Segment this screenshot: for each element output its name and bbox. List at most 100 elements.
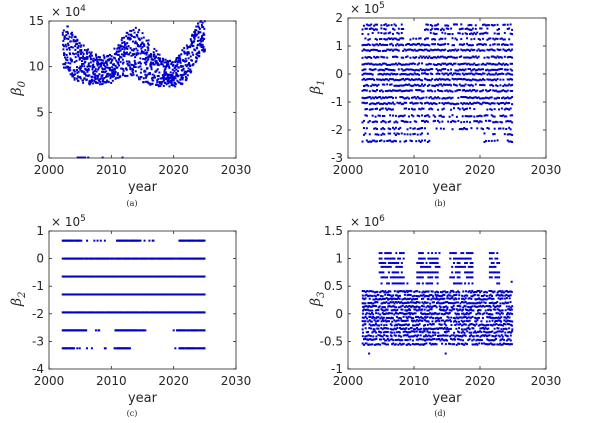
data-point: [116, 53, 119, 56]
data-point: [384, 67, 387, 70]
data-point: [439, 55, 442, 58]
data-point: [402, 290, 405, 293]
data-point: [403, 69, 406, 72]
data-point: [368, 297, 371, 300]
data-point: [430, 335, 433, 338]
data-point: [468, 84, 471, 87]
data-point: [477, 63, 480, 66]
data-point: [507, 343, 510, 346]
data-point: [422, 297, 425, 300]
data-point: [439, 28, 442, 31]
data-point: [487, 327, 490, 330]
data-point: [116, 61, 119, 64]
data-point: [435, 97, 438, 100]
data-point: [506, 23, 509, 26]
data-point: [369, 320, 372, 323]
data-point: [399, 37, 402, 40]
data-point: [167, 78, 170, 81]
data-point: [131, 64, 134, 67]
data-point: [142, 36, 145, 39]
data-point: [123, 55, 126, 58]
data-point: [361, 294, 364, 297]
data-point: [411, 343, 414, 346]
data-point: [402, 120, 405, 123]
data-point: [463, 127, 466, 130]
data-point: [374, 304, 377, 307]
data-point: [477, 55, 480, 58]
data-point: [120, 39, 123, 42]
data-point: [64, 56, 66, 59]
data-point: [458, 265, 461, 268]
x-tick-label: 2000: [333, 163, 364, 177]
data-point: [460, 324, 463, 327]
data-point: [477, 48, 480, 51]
data-point: [470, 24, 473, 27]
data-point: [435, 78, 438, 81]
data-point: [492, 335, 495, 338]
data-point: [139, 71, 142, 74]
data-point: [365, 127, 368, 130]
data-point: [492, 304, 495, 307]
data-point: [367, 38, 370, 41]
data-point: [121, 41, 124, 44]
data-point: [152, 239, 155, 242]
data-point: [422, 119, 425, 122]
data-point: [453, 23, 455, 26]
data-point: [483, 132, 486, 135]
data-point: [480, 127, 483, 130]
plot-frame: [347, 17, 547, 159]
data-point: [373, 343, 376, 346]
data-point: [464, 308, 467, 311]
data-point: [426, 305, 429, 308]
data-point: [387, 293, 389, 296]
data-point: [413, 301, 416, 304]
data-point: [498, 68, 501, 71]
data-point: [465, 257, 468, 260]
data-point: [436, 298, 439, 301]
data-point: [505, 73, 508, 76]
data-point: [200, 38, 203, 41]
data-point: [422, 290, 425, 293]
data-point: [403, 107, 406, 110]
data-point: [467, 316, 470, 319]
data-point: [447, 63, 450, 66]
data-point: [385, 308, 388, 311]
data-point: [452, 290, 455, 293]
data-point: [440, 291, 443, 294]
data-point: [376, 290, 379, 293]
data-point: [464, 257, 467, 260]
data-point: [376, 102, 379, 105]
data-point: [435, 319, 438, 322]
data-point: [475, 302, 478, 305]
data-point: [416, 290, 419, 293]
data-point: [455, 313, 458, 316]
data-point: [68, 68, 71, 71]
data-point: [421, 97, 424, 100]
data-point: [368, 90, 371, 93]
data-point: [451, 96, 454, 99]
data-point: [451, 343, 454, 346]
data-point: [364, 291, 367, 294]
data-point: [184, 239, 187, 242]
data-point: [366, 317, 369, 320]
data-point: [111, 72, 114, 75]
data-point: [432, 301, 435, 304]
data-point: [368, 56, 371, 59]
data-point: [506, 339, 509, 342]
data-point: [127, 64, 130, 67]
data-point: [413, 294, 416, 297]
data-point: [492, 262, 495, 265]
data-point: [444, 68, 447, 71]
data-point: [454, 84, 457, 87]
data-point: [142, 293, 145, 296]
data-point: [468, 297, 471, 300]
data-point: [415, 338, 418, 341]
data-point: [128, 275, 131, 278]
data-point: [383, 342, 386, 345]
data-point: [486, 38, 489, 41]
data-point: [489, 323, 492, 326]
data-point: [481, 316, 484, 319]
data-point: [457, 342, 460, 345]
data-point: [193, 239, 196, 242]
data-point: [69, 40, 72, 43]
